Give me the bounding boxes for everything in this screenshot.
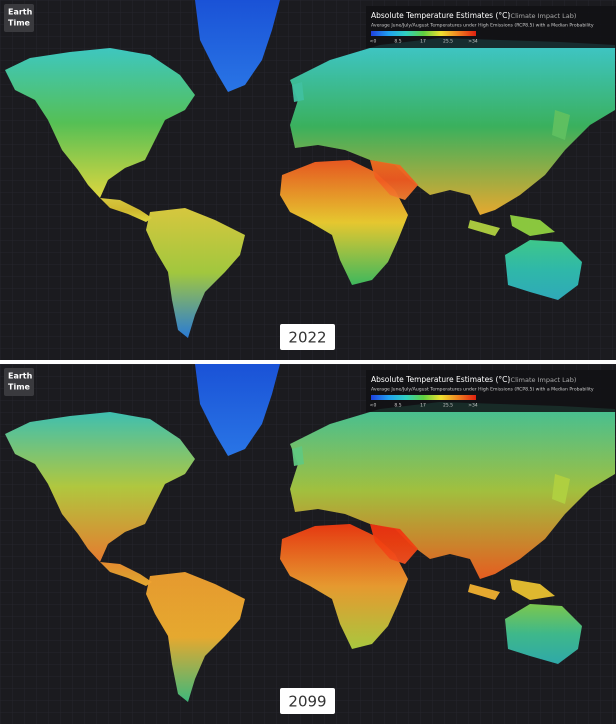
legend-box: [366, 370, 616, 412]
legend-title: Absolute Temperature Estimates (°C): [371, 11, 510, 20]
landmass: [505, 240, 582, 300]
legend-subtitle: Average June/July/August Temperatures un…: [371, 23, 594, 29]
landmass: [370, 524, 418, 564]
legend-tick: 25.5: [443, 39, 453, 45]
landmass: [292, 446, 304, 466]
legend-colorbar: [371, 395, 476, 400]
legend-tick: 8.5: [394, 39, 401, 45]
landmass: [146, 572, 245, 702]
legend-tick: 17: [420, 39, 426, 45]
landmass: [5, 48, 195, 198]
year-label: 2022: [288, 329, 326, 347]
landmass: [552, 474, 570, 504]
legend-tick: >34: [468, 403, 478, 409]
landmass: [370, 160, 418, 200]
landmass: [280, 524, 408, 649]
legend-tick: 25.5: [443, 403, 453, 409]
landmass: [100, 562, 152, 586]
map-panel: Earth Time Absolute Temperature Estimates …: [0, 0, 616, 360]
landmass: [510, 579, 555, 600]
logo-text: Earth: [8, 372, 33, 381]
logo-box: [4, 4, 34, 32]
landmass: [552, 110, 570, 140]
legend-tick: >34: [468, 39, 478, 45]
year-box: [280, 688, 335, 714]
legend-tick: <0: [370, 39, 377, 45]
logo-text: Time: [8, 383, 31, 392]
legend-box: [366, 6, 616, 48]
landmass: [292, 82, 304, 102]
landmass: [468, 584, 500, 600]
legend-source: (Climate Impact Lab): [508, 376, 576, 384]
logo-box: [4, 368, 34, 396]
legend-tick: 17: [420, 403, 426, 409]
logo-text: Earth: [8, 8, 33, 17]
logo-text: Time: [8, 19, 31, 28]
landmass: [505, 604, 582, 664]
landmass: [195, 364, 280, 456]
landmass: [195, 0, 280, 92]
landmass: [290, 38, 615, 215]
legend-source: (Climate Impact Lab): [508, 12, 576, 20]
landmass: [468, 220, 500, 236]
legend-tick: 8.5: [394, 403, 401, 409]
legend-title: Absolute Temperature Estimates (°C): [371, 375, 510, 384]
landmass: [100, 198, 152, 222]
landmass: [5, 412, 195, 562]
legend-tick: <0: [370, 403, 377, 409]
landmass: [280, 160, 408, 285]
map-panel: Earth Time Absolute Temperature Estimates …: [0, 364, 616, 724]
legend-subtitle: Average June/July/August Temperatures un…: [371, 387, 594, 393]
year-box: [280, 324, 335, 350]
landmass: [510, 215, 555, 236]
legend-colorbar: [371, 31, 476, 36]
year-label: 2099: [288, 693, 326, 711]
landmass: [290, 402, 615, 579]
landmass: [146, 208, 245, 338]
